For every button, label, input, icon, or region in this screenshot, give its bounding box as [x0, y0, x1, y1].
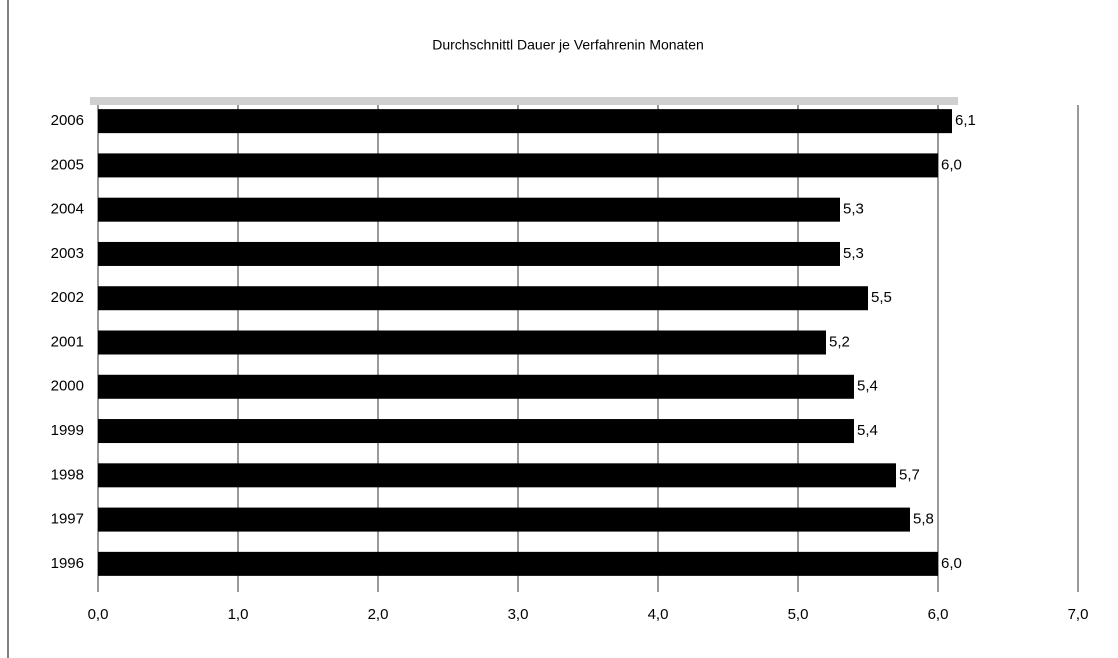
- y-tick-label: 2004: [51, 201, 84, 218]
- x-tick-label: 5,0: [788, 606, 809, 623]
- value-label: 5,2: [829, 333, 850, 350]
- bar: [98, 197, 840, 222]
- value-label: 6,1: [955, 112, 976, 129]
- y-tick-label: 2000: [51, 378, 84, 395]
- plot-top-band: [90, 97, 958, 105]
- y-tick-label: 2005: [51, 156, 84, 173]
- x-tick-label: 2,0: [368, 606, 389, 623]
- value-label: 5,4: [857, 422, 878, 439]
- value-label: 6,0: [941, 156, 962, 173]
- bar: [98, 507, 910, 532]
- bar: [98, 153, 938, 178]
- y-tick-label: 2002: [51, 289, 84, 306]
- bar: [98, 241, 840, 266]
- bar: [98, 109, 952, 134]
- value-label: 5,7: [899, 466, 920, 483]
- value-label: 5,5: [871, 289, 892, 306]
- bar: [98, 419, 854, 444]
- x-tick-label: 0,0: [88, 606, 109, 623]
- value-label: 5,3: [843, 201, 864, 218]
- bar: [98, 551, 938, 576]
- chart-title: Durchschnittl Dauer je Verfahrenin Monat…: [432, 37, 704, 53]
- y-tick-label: 1996: [51, 555, 84, 572]
- x-tick-label: 3,0: [508, 606, 529, 623]
- y-tick-label: 1997: [51, 511, 84, 528]
- x-tick-label: 1,0: [228, 606, 249, 623]
- value-label: 5,8: [913, 511, 934, 528]
- y-tick-label: 2003: [51, 245, 84, 262]
- bar: [98, 330, 826, 355]
- value-label: 5,3: [843, 245, 864, 262]
- value-label: 5,4: [857, 378, 878, 395]
- y-tick-label: 1999: [51, 422, 84, 439]
- y-tick-label: 1998: [51, 466, 84, 483]
- y-tick-label: 2006: [51, 112, 84, 129]
- bar: [98, 463, 896, 488]
- x-tick-label: 7,0: [1068, 606, 1089, 623]
- x-tick-label: 4,0: [648, 606, 669, 623]
- value-label: 6,0: [941, 555, 962, 572]
- x-tick-label: 6,0: [928, 606, 949, 623]
- y-tick-label: 2001: [51, 333, 84, 350]
- bar: [98, 374, 854, 399]
- bar: [98, 286, 868, 311]
